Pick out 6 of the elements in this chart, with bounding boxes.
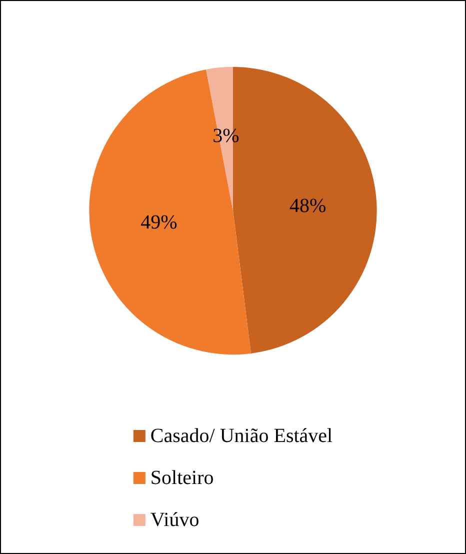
legend-label: Viúvo [150, 509, 200, 531]
data-label: 49% [140, 211, 178, 234]
legend-label: Solteiro [150, 467, 214, 489]
legend-label: Casado/ União Estável [150, 425, 334, 447]
data-label: 3% [212, 125, 240, 148]
data-label: 48% [289, 195, 326, 218]
